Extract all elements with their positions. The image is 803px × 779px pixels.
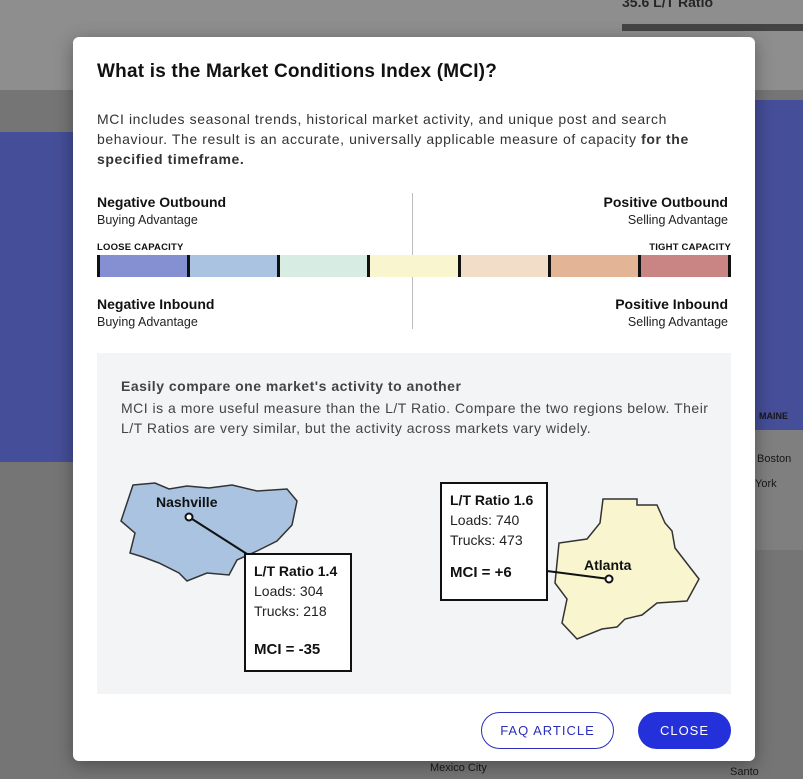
atlanta-mci: MCI = +6 <box>450 564 512 581</box>
mci-info-modal: What is the Market Conditions Index (MCI… <box>73 37 755 761</box>
map-label-mexico-city: Mexico City <box>430 762 487 774</box>
scale-segment <box>547 255 638 277</box>
scale-segment <box>97 255 188 277</box>
map-label-santo: Santo <box>730 766 759 778</box>
atlanta-label: Atlanta <box>584 557 632 573</box>
capacity-color-scale <box>97 255 731 277</box>
negative-outbound-heading: Negative Outbound <box>97 194 227 210</box>
background-ratio-text: 35.6 L/T Ratio <box>622 0 714 10</box>
background-map-region-east-south <box>755 430 803 550</box>
background-map-region-east <box>755 100 803 430</box>
comparison-panel: Easily compare one market's activity to … <box>97 353 731 694</box>
scale-top-left: Negative Outbound Buying Advantage <box>97 193 226 229</box>
scale-segment <box>277 255 368 277</box>
nashville-trucks: Trucks: 218 <box>254 603 327 619</box>
atlanta-trucks: Trucks: 473 <box>450 532 523 548</box>
background-ratio-bar <box>622 24 803 31</box>
nashville-lt-ratio: L/T Ratio 1.4 <box>254 563 338 579</box>
map-label-boston: Boston <box>757 453 792 465</box>
atlanta-lt-ratio: L/T Ratio 1.6 <box>450 492 534 508</box>
nashville-marker <box>184 512 194 522</box>
negative-inbound-sub: Buying Advantage <box>97 315 198 329</box>
faq-article-button[interactable]: FAQ ARTICLE <box>481 712 614 749</box>
positive-outbound-sub: Selling Advantage <box>627 213 728 227</box>
atlanta-region-shape <box>554 498 700 640</box>
scale-segment <box>637 255 731 277</box>
nashville-loads: Loads: 304 <box>254 583 324 599</box>
nashville-mci: MCI = -35 <box>254 641 321 658</box>
positive-inbound-heading: Positive Inbound <box>615 296 728 312</box>
modal-description-text: MCI includes seasonal trends, historical… <box>97 111 667 147</box>
comparison-body: MCI is a more useful measure than the L/… <box>121 400 709 436</box>
atlanta-loads: Loads: 740 <box>450 512 520 528</box>
atlanta-stats-box: L/T Ratio 1.6 Loads: 740 Trucks: 473 MCI… <box>440 482 548 601</box>
loose-capacity-label: LOOSE CAPACITY <box>97 242 184 253</box>
scale-top-right: Positive Outbound Selling Advantage <box>604 193 728 229</box>
nashville-label: Nashville <box>156 494 218 510</box>
map-label-maine: MAINE <box>759 411 788 421</box>
nashville-connector <box>188 516 248 555</box>
modal-description-bold: for the specified timeframe. <box>97 131 689 167</box>
positive-outbound-heading: Positive Outbound <box>603 194 728 210</box>
nashville-stats-box: L/T Ratio 1.4 Loads: 304 Trucks: 218 MCI… <box>244 553 352 672</box>
modal-title: What is the Market Conditions Index (MCI… <box>97 61 498 82</box>
tight-capacity-label: TIGHT CAPACITY <box>649 242 731 253</box>
modal-description: MCI includes seasonal trends, historical… <box>97 109 737 169</box>
positive-inbound-sub: Selling Advantage <box>627 315 728 329</box>
scale-bottom-left: Negative Inbound Buying Advantage <box>97 295 214 331</box>
atlanta-marker <box>604 574 614 584</box>
negative-outbound-sub: Buying Advantage <box>97 213 198 227</box>
negative-inbound-heading: Negative Inbound <box>97 296 215 312</box>
scale-segment <box>367 255 458 277</box>
scale-segment <box>457 255 548 277</box>
comparison-illustration <box>120 482 700 640</box>
atlanta-connector <box>546 570 610 580</box>
scale-bottom-right: Positive Inbound Selling Advantage <box>615 295 728 331</box>
close-button[interactable]: CLOSE <box>638 712 731 749</box>
comparison-heading: Easily compare one market's activity to … <box>121 378 462 394</box>
map-label-york: York <box>755 478 777 490</box>
scale-segment <box>187 255 278 277</box>
